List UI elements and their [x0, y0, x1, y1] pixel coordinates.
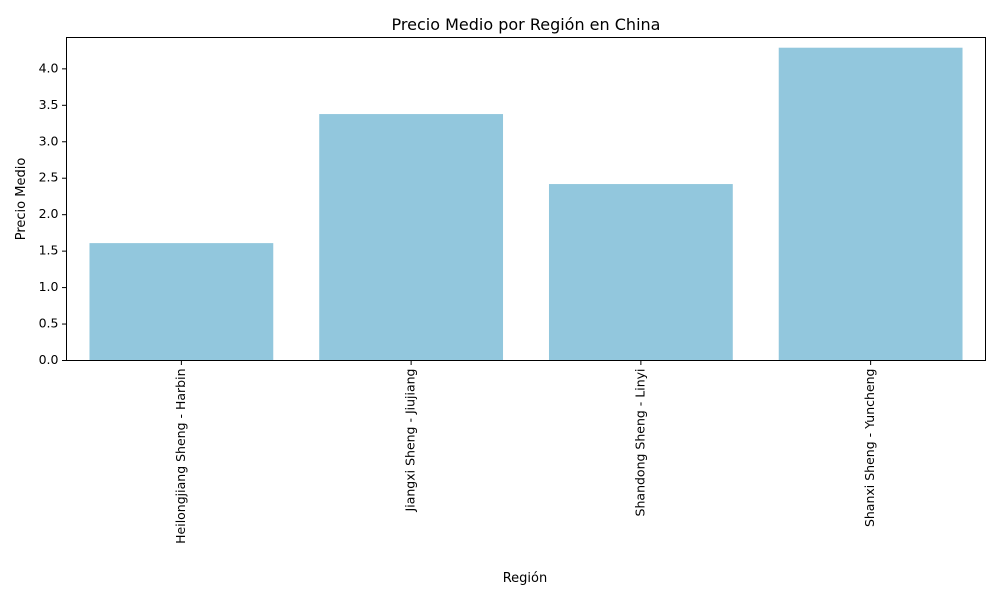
y-tick-label: 2.0 — [39, 206, 59, 221]
x-tick-label: Jiangxi Sheng - Jiujiang — [403, 369, 418, 513]
y-tick-label: 3.5 — [39, 97, 59, 112]
bar — [89, 243, 274, 361]
x-tick-label: Shandong Sheng - Linyi — [632, 369, 647, 517]
x-axis-label: Región — [503, 571, 548, 586]
y-tick-label: 1.0 — [39, 279, 59, 294]
x-tick-label: Shanxi Sheng - Yuncheng — [862, 369, 877, 528]
y-tick-label: 2.5 — [39, 170, 59, 185]
plot-frame — [66, 37, 986, 361]
x-tick-label: Heilongjiang Sheng - Harbin — [173, 369, 188, 544]
y-tick-label: 1.5 — [39, 243, 59, 258]
chart-title: Precio Medio por Región en China — [392, 15, 661, 34]
bars-group — [89, 47, 963, 361]
y-axis-ticks: 0.0 0.5 1.0 1.5 2.0 2.5 3.0 3.5 4.0 — [39, 60, 67, 367]
bar — [319, 114, 504, 361]
y-axis-label: Precio Medio — [14, 158, 29, 241]
y-tick-label: 0.0 — [39, 352, 59, 367]
y-tick-label: 4.0 — [39, 60, 59, 75]
y-tick-label: 0.5 — [39, 316, 59, 331]
x-axis-ticks: Heilongjiang Sheng - Harbin Jiangxi Sheng… — [173, 360, 877, 544]
y-tick-label: 3.0 — [39, 133, 59, 148]
bar — [778, 47, 963, 361]
bar — [548, 184, 733, 361]
